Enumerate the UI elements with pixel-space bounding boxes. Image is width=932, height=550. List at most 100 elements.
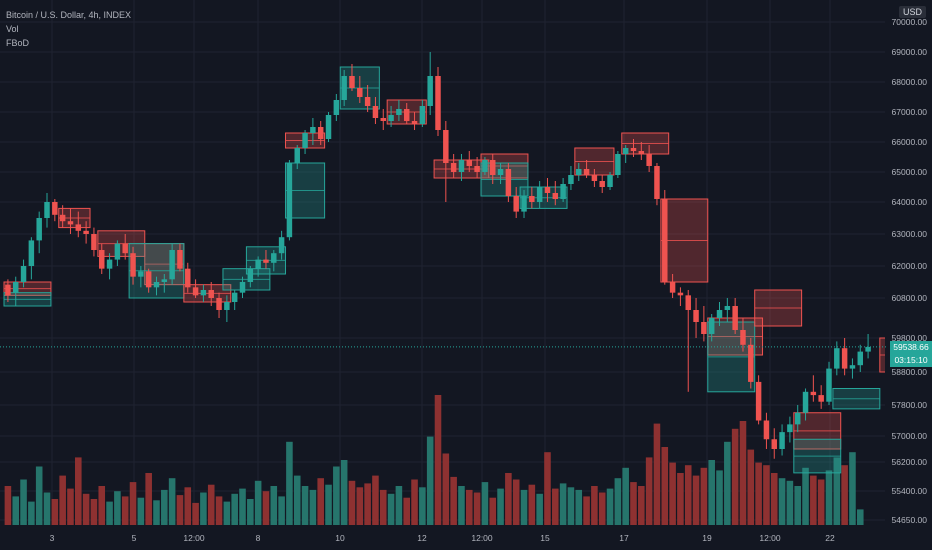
candle-body [576,169,582,175]
volume-bar [833,457,841,525]
volume-bar [75,457,82,525]
price-tick-label: 70000.00 [892,17,928,27]
candle-body [200,290,207,296]
volume-bar [215,496,223,525]
volume-bar [731,428,739,525]
candle-body [224,302,230,310]
volume-bar [528,484,536,525]
candle-body [599,181,605,187]
candle-body [20,266,27,282]
volume-bar [106,501,113,525]
volume-bar [614,478,622,525]
candle-body [403,109,410,121]
volume-bar [59,475,66,525]
volume-bar [825,470,833,525]
volume-bar [270,486,278,525]
candle-body [716,310,723,318]
price-tick-label: 59800.00 [892,333,928,343]
volume-bar [716,470,723,525]
volume-bar [419,487,426,525]
candle-body [231,292,238,302]
volume-bar [325,484,332,525]
candle-body [278,237,285,254]
price-axis[interactable]: 70000.00 69000.00 68000.00 67000.00 66000.00… [885,0,932,550]
candle-body [740,330,746,345]
candle-body [130,253,136,277]
volume-bar [28,501,35,525]
candle-body [75,224,82,231]
candle-body [67,221,74,225]
price-tick-label: 55400.00 [892,486,928,496]
symbol-title[interactable]: Bitcoin / U.S. Dollar, 4h, INDEX [6,10,132,20]
candle-body [216,298,222,310]
candle-body [849,365,856,369]
volume-bar [786,480,794,525]
volume-bar [317,478,324,525]
volume-bar [278,496,285,525]
candle-body [646,154,652,166]
candle-body [28,240,35,266]
candle-body [685,295,691,310]
volume-bar [348,480,356,525]
candle-body [865,346,871,352]
candle-body [615,154,621,175]
candle-body [138,271,144,277]
bar-countdown: 03:15:10 [894,354,928,365]
candle-body [466,160,473,166]
candle-body [552,193,559,199]
volume-bar [810,475,817,525]
candle-body [372,106,379,118]
candle-body [12,282,19,293]
volume-bar [372,475,379,525]
fbod-indicator-label[interactable]: FBoD [6,38,30,48]
time-tick-label: 17 [619,533,629,543]
candle-body [286,163,293,238]
candle-body [802,391,809,413]
volume-bar [262,491,270,525]
candle-body [841,348,848,369]
volume-bar [567,487,575,525]
volume-bar [293,475,301,525]
volume-bar [35,466,43,525]
fbod-zones [3,66,928,474]
candle-body [122,243,128,254]
price-tick-label: 69000.00 [892,47,928,57]
volume-bar [364,483,371,525]
volume-bar [90,499,98,525]
volume-bar [153,500,160,525]
candle-body [83,230,89,234]
candle-body [52,202,58,215]
candle-body [357,88,363,97]
candle-body [755,381,762,421]
volume-bar [505,473,512,525]
time-tick-label: 19 [702,533,712,543]
volume-bar [231,493,238,525]
volume-bar [403,497,411,525]
candle-body [317,127,324,139]
candle-body [310,127,316,133]
volume-bar [661,447,669,525]
volume-bar [817,479,825,525]
volume-bar [606,488,614,525]
time-axis[interactable]: 3 5 12:00 8 10 12 12:00 15 17 19 12:00 22 [0,527,932,550]
volume-bar [161,489,168,525]
volume-bar [653,423,661,525]
volume-bar [520,489,528,525]
volume-bar [301,486,309,525]
candle-body [490,160,496,175]
volume-bar [575,489,583,525]
volume-bar [4,486,12,525]
currency-label[interactable]: USD [899,6,927,18]
candle-body [411,121,418,124]
price-tick-label: 65000.00 [892,167,928,177]
volume-indicator-label[interactable]: Vol [6,24,19,34]
candle-body [44,202,50,218]
candle-body [591,175,598,181]
candle-body [818,395,824,402]
time-tick-label: 3 [50,533,55,543]
candle-body [544,187,551,193]
volume-bar [458,486,465,525]
candle-body [560,184,566,199]
